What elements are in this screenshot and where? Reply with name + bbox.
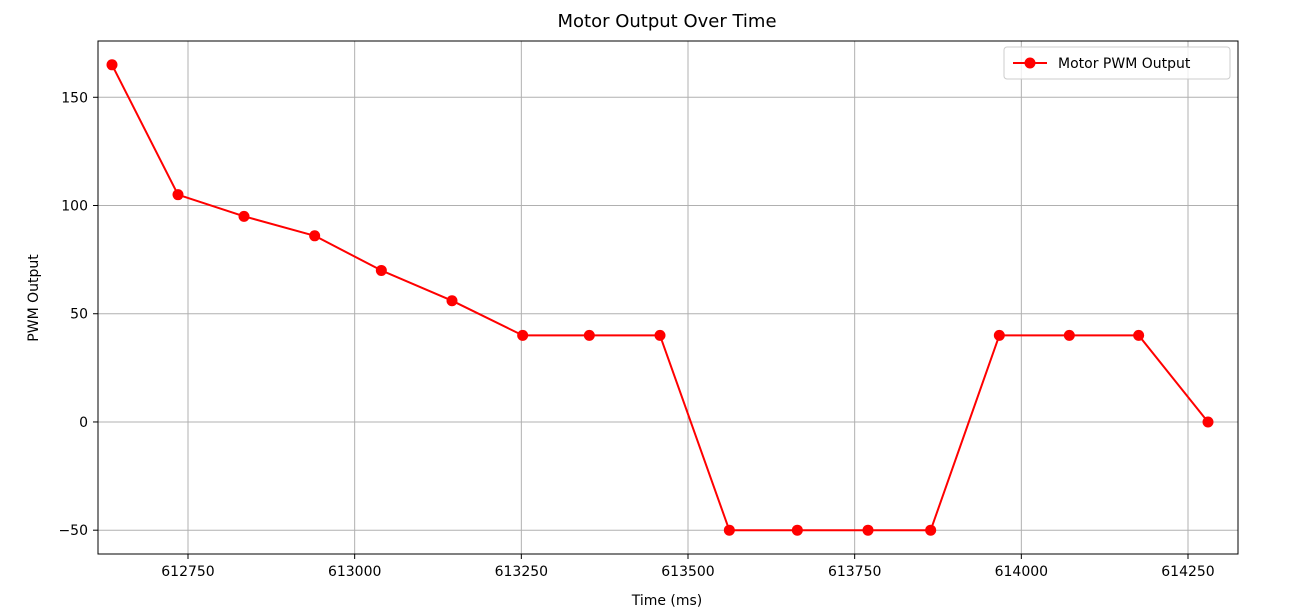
data-point xyxy=(925,525,936,536)
x-tick-label: 612750 xyxy=(161,564,214,580)
data-point xyxy=(107,59,118,70)
grid-layer xyxy=(98,41,1238,554)
series-line xyxy=(112,65,1208,530)
x-tick-label: 613750 xyxy=(828,564,881,580)
data-point xyxy=(1064,330,1075,341)
data-point xyxy=(309,230,320,241)
data-point xyxy=(376,265,387,276)
chart-title: Motor Output Over Time xyxy=(557,11,776,32)
y-tick-label: −50 xyxy=(58,523,88,539)
data-point xyxy=(584,330,595,341)
x-tick-label: 614000 xyxy=(995,564,1048,580)
data-point xyxy=(655,330,666,341)
x-tick-label: 613500 xyxy=(661,564,714,580)
data-points-layer xyxy=(107,59,1214,535)
y-tick-label: 100 xyxy=(61,199,88,215)
legend: Motor PWM Output xyxy=(1004,47,1230,79)
data-point xyxy=(792,525,803,536)
y-tick-label: 150 xyxy=(61,90,88,106)
data-point xyxy=(239,211,250,222)
y-tick-label: 50 xyxy=(70,307,88,323)
data-point xyxy=(517,330,528,341)
x-axis-label: Time (ms) xyxy=(631,593,703,609)
data-point xyxy=(863,525,874,536)
legend-label: Motor PWM Output xyxy=(1058,56,1191,72)
data-point xyxy=(447,295,458,306)
x-tick-label: 613250 xyxy=(495,564,548,580)
data-point xyxy=(724,525,735,536)
x-tick-label: 614250 xyxy=(1161,564,1214,580)
y-axis-ticks: −50 0 50 100 150 xyxy=(58,90,98,539)
data-point xyxy=(994,330,1005,341)
plot-area-frame xyxy=(98,41,1238,554)
series-line-layer xyxy=(112,65,1208,530)
y-tick-label: 0 xyxy=(79,415,88,431)
y-axis-label: PWM Output xyxy=(26,254,42,342)
legend-marker-sample xyxy=(1025,58,1036,69)
x-axis-ticks: 612750 613000 613250 613500 613750 614000 6142… xyxy=(161,554,1214,580)
x-tick-label: 613000 xyxy=(328,564,381,580)
data-point xyxy=(1133,330,1144,341)
data-point xyxy=(173,189,184,200)
data-point xyxy=(1203,416,1214,427)
